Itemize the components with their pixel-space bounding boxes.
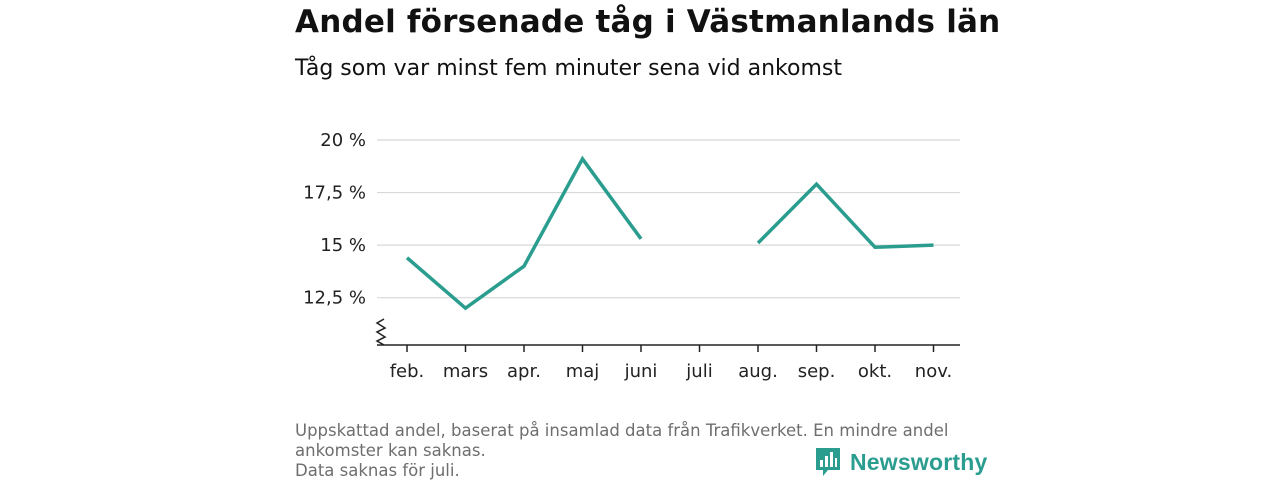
x-tick-label: mars xyxy=(443,361,488,382)
chart-footnote: Uppskattad andel, baserat på insamlad da… xyxy=(295,421,985,481)
y-tick-label: 15 % xyxy=(320,235,366,256)
series-line-segment xyxy=(756,181,934,250)
x-tick-label: sep. xyxy=(798,361,836,382)
y-axis-tick-labels: 12,5 % 15 % 17,5 % 20 % xyxy=(303,130,366,309)
footnote-line: Data saknas för juli. xyxy=(295,461,460,480)
x-tick-label: feb. xyxy=(390,361,425,382)
series-lines xyxy=(405,155,934,311)
x-tick-label: nov. xyxy=(915,361,952,382)
footnote-line: ankomster kan saknas. xyxy=(295,441,486,460)
series-line-segment xyxy=(405,155,643,311)
x-tick-label: apr. xyxy=(507,361,541,382)
chart-subtitle: Tåg som var minst fem minuter sena vid a… xyxy=(295,56,842,81)
chart-title: Andel försenade tåg i Västmanlands län xyxy=(295,4,1001,40)
axis-break-icon xyxy=(375,318,387,346)
x-tick-label: okt. xyxy=(858,361,892,382)
x-tick-label: juni xyxy=(624,361,658,382)
logo-text: Newsworthy xyxy=(850,448,988,475)
x-axis-tick-labels: feb. mars apr. maj juni juli aug. sep. okt. nov. xyxy=(390,361,952,382)
y-tick-label: 12,5 % xyxy=(303,288,366,309)
y-tick-label: 17,5 % xyxy=(303,183,366,204)
newsworthy-logo: Newsworthy xyxy=(814,446,987,478)
footnote-line: Uppskattad andel, baserat på insamlad da… xyxy=(295,421,949,440)
newsworthy-bar-chart-icon xyxy=(816,448,840,476)
x-tick-label: juli xyxy=(685,361,712,382)
y-tick-label: 20 % xyxy=(320,130,366,151)
x-axis xyxy=(375,318,960,352)
x-tick-label: maj xyxy=(566,361,600,382)
x-tick-label: aug. xyxy=(738,361,778,382)
grid-lines xyxy=(377,139,960,299)
